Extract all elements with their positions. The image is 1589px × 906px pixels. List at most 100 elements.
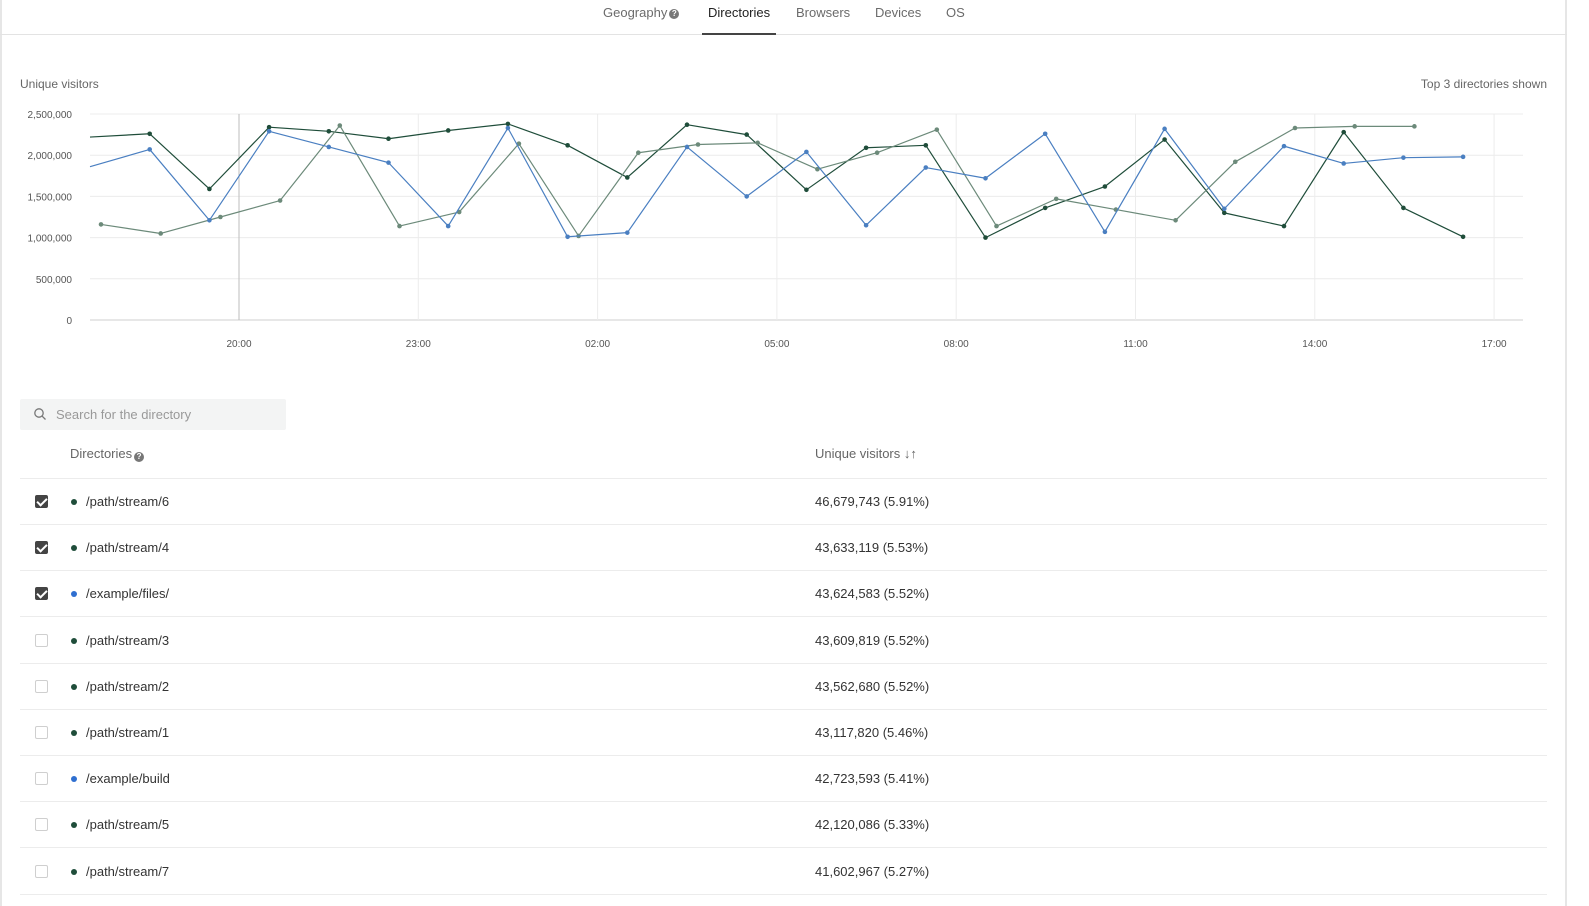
series-point [1412,124,1417,129]
series-point [983,235,988,240]
unique-visitors-value: 43,117,820 (5.46%) [815,725,929,740]
series-color-dot [71,637,77,644]
series-point [684,122,690,128]
search-box [20,399,286,430]
series-color-dot [71,730,77,736]
series-point [565,143,570,148]
x-tick-label: 05:00 [764,339,789,350]
table-row[interactable]: /path/stream/2 43,562,680 (5.52%) [20,664,1547,710]
table-row[interactable]: /path/stream/4 43,633,119 (5.53%) [20,525,1547,572]
row-checkbox[interactable] [35,726,48,739]
series-point [695,142,701,147]
series-color-dot [71,499,77,505]
row-checkbox[interactable] [35,587,48,601]
series-point [326,129,332,134]
row-checkbox[interactable] [35,495,48,508]
series-point [326,144,332,150]
series-point [445,223,451,229]
series-color-dot [71,822,77,829]
row-checkbox[interactable] [35,541,48,555]
x-tick-label: 23:00 [406,339,431,350]
series-point [744,132,749,137]
row-checkbox[interactable] [35,864,48,878]
series-point [386,136,391,142]
series-point [397,223,402,229]
directory-path: /path/stream/7 [86,863,170,879]
series-point [1281,143,1287,149]
unique-visitors-value: 42,120,086 (5.33%) [815,817,930,833]
series-point [804,149,809,155]
series-point [744,194,749,199]
series-point [337,123,343,128]
table-row[interactable]: /path/stream/1 43,117,820 (5.46%) [20,710,1547,756]
table-row[interactable]: /path/stream/3 43,609,819 (5.52%) [20,618,1547,664]
help-icon[interactable]: ? [134,452,145,462]
series-color-dot [71,868,77,875]
series-point [98,222,104,227]
series-point [625,230,630,235]
series-point [1173,217,1178,223]
chart-top-note: Top 3 directories shown [1420,77,1547,91]
series-point [815,166,820,172]
table-row[interactable]: /example/files/43,624,583 (5.52%) [20,571,1547,618]
table-row[interactable]: /path/stream/6 46,679,743 (5.91%) [20,479,1547,525]
series-line [89,123,1464,239]
column-header-directories[interactable]: Directories? [70,446,145,462]
series-point [804,187,809,193]
y-tick-label: 1,500,000 [28,192,73,203]
series-point [625,175,630,180]
tab-os-label: OS [946,5,965,20]
series-point [923,143,929,148]
series-point [1281,223,1287,229]
row-checkbox[interactable] [35,679,48,693]
column-header-visitors[interactable]: Unique visitors ↓↑ [815,446,917,461]
table-row[interactable]: /example/build 42,723,593 (5.41%) [20,756,1547,803]
tab-geography[interactable]: Geography? [603,0,680,35]
series-point [863,222,869,228]
directory-path: /path/stream/3 [86,632,170,648]
series-point [1341,129,1346,135]
x-tick-label: 11:00 [1123,339,1148,350]
tab-bar: Geography? Directories Browsers Devices … [0,0,1567,35]
series-color-dot [71,591,77,598]
series-point [636,150,641,156]
tab-devices-label: Devices [875,5,922,20]
tab-browsers-label: Browsers [796,5,851,20]
series-point [1162,137,1167,142]
directory-path: /path/stream/1 [86,725,170,740]
series-point [863,145,869,151]
table-row[interactable]: /path/stream/7 41,602,967 (5.27%) [20,849,1547,895]
row-checkbox[interactable] [35,818,48,832]
unique-visitors-value: 46,679,743 (5.91%) [815,494,930,509]
series-color-dot [71,776,77,783]
series-point [158,231,163,236]
y-tick-label: 2,500,000 [28,110,73,121]
series-point [1401,155,1406,160]
series-point [1233,159,1238,165]
series-point [923,165,929,170]
line-chart: 2,500,000 2,000,000 1,500,000 1,000,000 500,… [28,110,1523,350]
tab-directories[interactable]: Directories [702,0,777,35]
search-input[interactable] [56,399,276,430]
row-checkbox[interactable] [35,633,48,647]
series-point [1341,161,1346,166]
x-tick-label: 08:00 [944,339,969,350]
tab-devices[interactable]: Devices [875,0,921,35]
help-icon[interactable]: ? [669,9,680,19]
directory-path: /example/build [86,771,170,787]
tab-browsers[interactable]: Browsers [796,0,850,35]
table-row[interactable]: /path/stream/5 42,120,086 (5.33%) [20,802,1547,849]
y-tick-label: 1,000,000 [28,234,73,245]
series-point [266,124,272,130]
series-point [445,128,451,133]
series-point [1042,131,1048,137]
series-line [89,127,1464,238]
series-point [277,198,283,203]
series-color-dot [71,683,77,690]
tab-os[interactable]: OS [946,0,965,35]
series-point [755,140,760,146]
series-point [994,223,999,229]
column-directories-label: Directories [70,446,133,461]
row-checkbox[interactable] [35,772,48,786]
